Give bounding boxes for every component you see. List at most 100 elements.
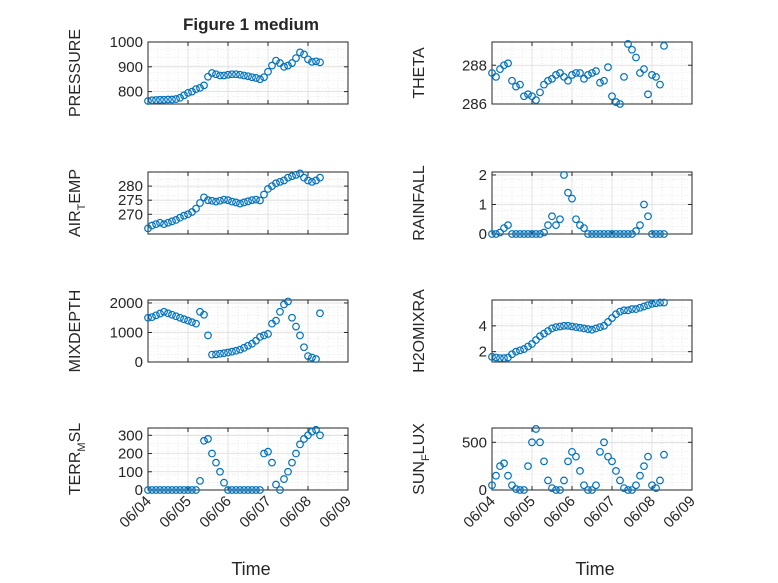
data-point <box>212 197 220 206</box>
data-point <box>500 61 508 70</box>
data-point <box>552 221 560 230</box>
data-point <box>144 97 152 105</box>
axes-frame <box>491 427 693 491</box>
y-tick-label: 500 <box>462 434 487 451</box>
data-point <box>156 218 164 227</box>
data-point <box>188 486 196 494</box>
data-point <box>160 486 168 494</box>
data-point <box>640 200 648 209</box>
data-point <box>488 352 496 361</box>
data-point <box>524 462 532 471</box>
data-point <box>216 196 224 205</box>
data-point <box>572 69 580 77</box>
data-point <box>180 91 188 100</box>
y-tick-label: 2000 <box>110 295 143 312</box>
data-point <box>184 88 192 97</box>
data-point <box>628 486 636 494</box>
data-point <box>516 346 524 355</box>
data-point <box>612 310 620 319</box>
data-point <box>204 435 212 443</box>
data-point <box>272 480 280 489</box>
y-tick-label: 1000 <box>110 324 143 341</box>
data-point <box>240 198 248 207</box>
data-point <box>260 73 268 82</box>
data-point <box>288 172 296 181</box>
y-tick-label: 900 <box>118 59 143 76</box>
data-point <box>256 486 264 494</box>
data-point <box>192 85 200 94</box>
data-point <box>156 309 164 318</box>
data-point <box>204 331 212 340</box>
data-point <box>240 71 248 80</box>
data-point <box>636 221 644 230</box>
data-point <box>620 484 628 492</box>
data-point <box>308 427 316 436</box>
data-point <box>624 40 632 48</box>
data-point <box>532 425 540 433</box>
axes-frame <box>491 299 693 363</box>
data-point <box>584 71 592 79</box>
data-point <box>188 87 196 96</box>
data-point <box>632 53 640 62</box>
data-point <box>596 78 604 87</box>
data-point <box>316 431 324 440</box>
data-point <box>252 195 260 204</box>
data-point <box>564 76 572 85</box>
data-point <box>232 486 240 494</box>
data-point <box>556 322 564 331</box>
data-point <box>288 59 296 67</box>
data-point <box>568 322 576 331</box>
data-point <box>532 96 540 105</box>
data-point <box>244 197 252 206</box>
data-point <box>240 343 248 352</box>
data-point <box>600 321 608 330</box>
data-point <box>648 230 656 238</box>
data-point <box>200 310 208 319</box>
data-point <box>612 467 620 475</box>
data-point <box>600 230 608 238</box>
data-point <box>540 329 548 338</box>
data-point <box>156 95 164 104</box>
y-axis-label-7: SUNFLUX <box>411 423 432 495</box>
data-point <box>296 440 304 449</box>
data-point <box>208 350 216 359</box>
data-point <box>496 65 504 74</box>
data-point <box>180 211 188 220</box>
data-point <box>612 230 620 238</box>
data-point <box>196 83 204 92</box>
data-point <box>268 61 276 70</box>
data-point <box>640 65 648 74</box>
data-point <box>556 69 564 77</box>
data-point <box>524 230 532 238</box>
data-point <box>188 318 196 327</box>
data-point <box>620 72 628 81</box>
data-point <box>500 354 508 363</box>
data-point <box>148 96 156 105</box>
data-point <box>544 76 552 85</box>
data-point <box>288 458 296 467</box>
data-point <box>228 347 236 356</box>
axes-frame <box>147 41 349 105</box>
data-point <box>168 310 176 319</box>
data-point <box>184 486 192 494</box>
data-point <box>200 81 208 90</box>
data-point <box>232 70 240 79</box>
data-point <box>592 481 600 490</box>
data-point <box>264 67 272 76</box>
data-point <box>572 452 580 461</box>
data-point <box>300 50 308 59</box>
data-point <box>152 486 160 494</box>
data-point <box>260 449 268 458</box>
data-point <box>220 349 228 358</box>
data-point <box>548 484 556 492</box>
y-axis-label-2: AIRTEMP <box>67 169 88 237</box>
data-point <box>220 195 228 204</box>
data-point <box>532 336 540 344</box>
data-point <box>216 467 224 476</box>
subplot-4: 0 1000 2000 MIXDEPTH <box>67 290 349 373</box>
y-tick-label: 2 <box>479 344 487 361</box>
y-axis-label-5: H2OMIXRA <box>411 289 428 373</box>
y-axis-label-4: MIXDEPTH <box>67 290 84 373</box>
data-point <box>496 228 504 237</box>
data-point <box>276 486 284 494</box>
